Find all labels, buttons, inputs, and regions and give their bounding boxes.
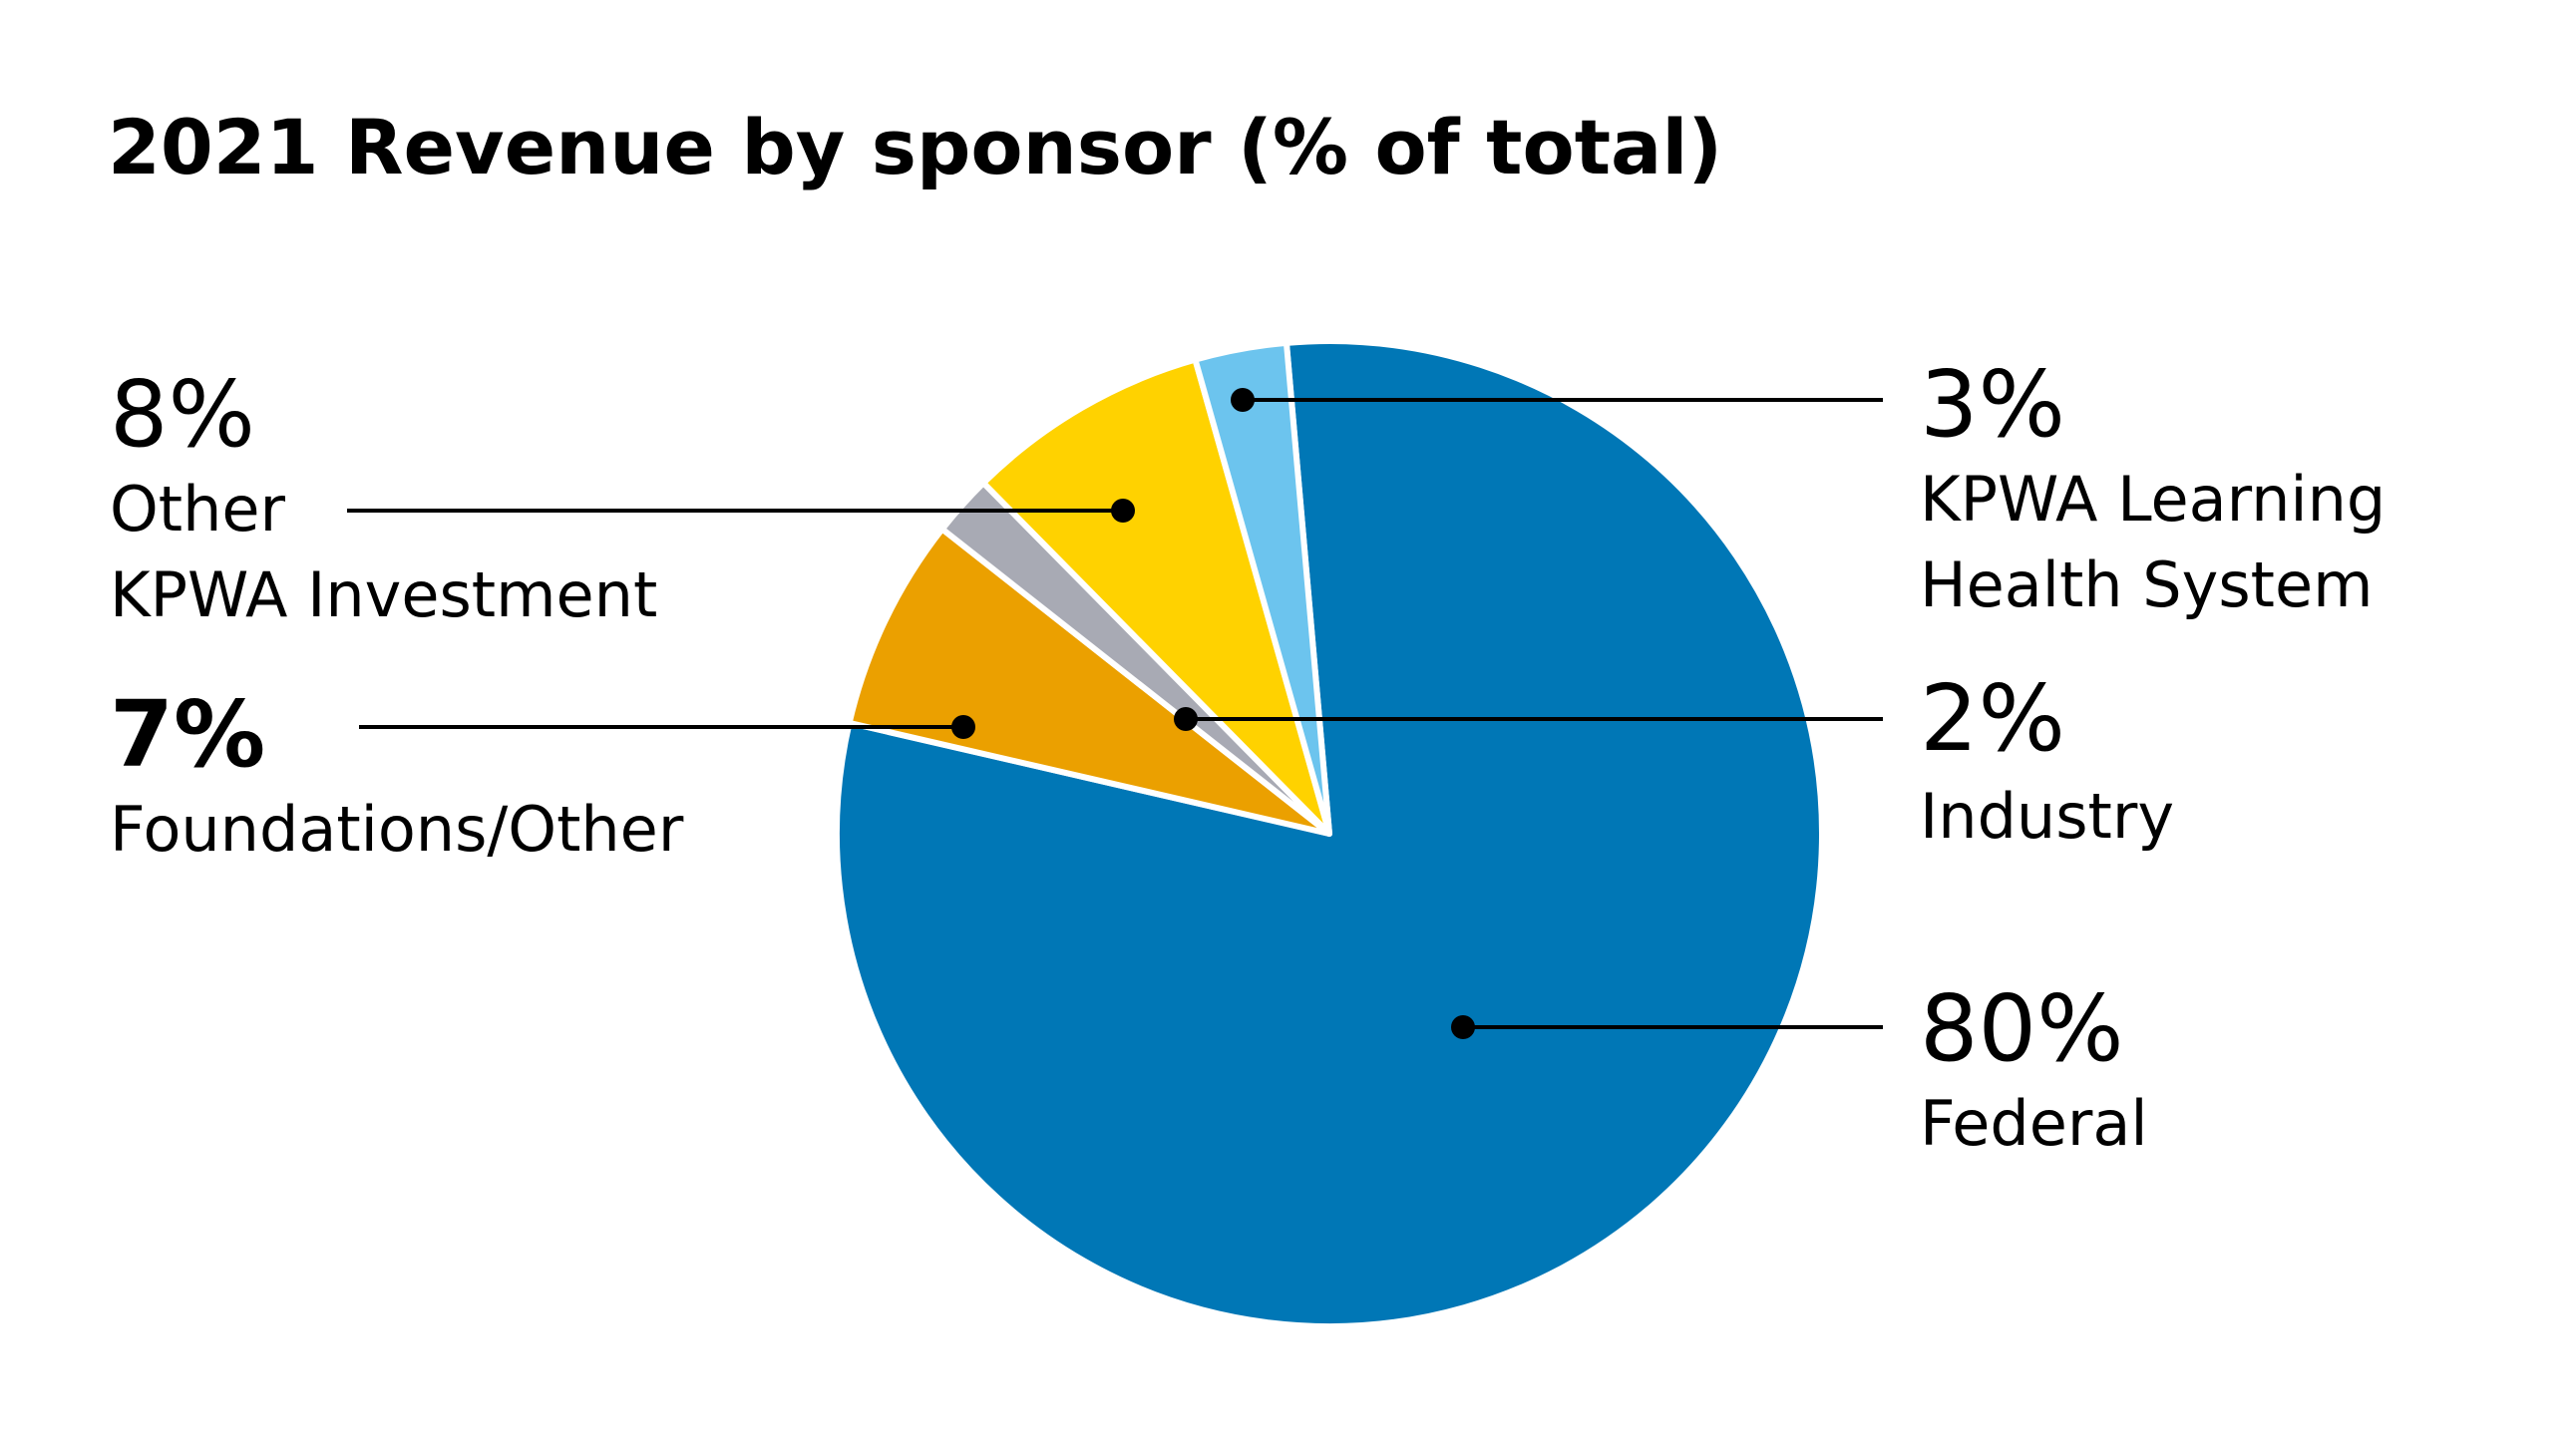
category-label-industry: Industry (1920, 780, 2174, 853)
pie-slice-other-kpwa-investment (980, 356, 1332, 837)
leader-dot-kpwa-learning-health-system (1231, 388, 1255, 412)
slice-labels: 80%Federal 7%Foundations/Other 2% Industry 8… (110, 351, 2386, 1160)
leader-dot-other-kpwa-investment (1111, 499, 1135, 523)
category-label-foundations-other: Foundations/Other (110, 793, 684, 866)
category-label-line: Foundations/Other (110, 793, 684, 866)
value-label-federal: 80% (1920, 975, 2123, 1082)
category-label-kpwa-learning-health-system: KPWA Learning Health System (1920, 463, 2386, 621)
category-label-line: Health System (1920, 548, 2374, 621)
category-label-line: KPWA Investment (110, 558, 657, 631)
value-label-other-kpwa-investment: 8% (110, 361, 255, 468)
leader-dot-federal (1451, 1015, 1475, 1039)
category-label-line: Other (110, 473, 286, 545)
pie-slice-foundations-other (846, 526, 1332, 837)
leader-dot-foundations-other (951, 715, 975, 739)
category-label-line: Industry (1920, 780, 2174, 853)
category-label-line: KPWA Learning (1920, 463, 2386, 536)
category-label-other-kpwa-investment: Other KPWA Investment (110, 473, 657, 631)
pie-slice-kpwa-learning-health-system (1192, 339, 1332, 837)
value-label-kpwa-learning-health-system: 3% (1920, 351, 2065, 458)
value-label-foundations-other: 7% (110, 681, 265, 788)
value-label-industry: 2% (1920, 665, 2065, 772)
leader-lines (347, 388, 1883, 1039)
category-label-federal: Federal (1920, 1087, 2148, 1160)
pie-slices (834, 338, 1825, 1329)
category-label-line: Federal (1920, 1087, 2148, 1160)
chart-title: 2021 Revenue by sponsor (% of total) (108, 103, 1723, 191)
leader-dot-industry (1174, 707, 1198, 731)
